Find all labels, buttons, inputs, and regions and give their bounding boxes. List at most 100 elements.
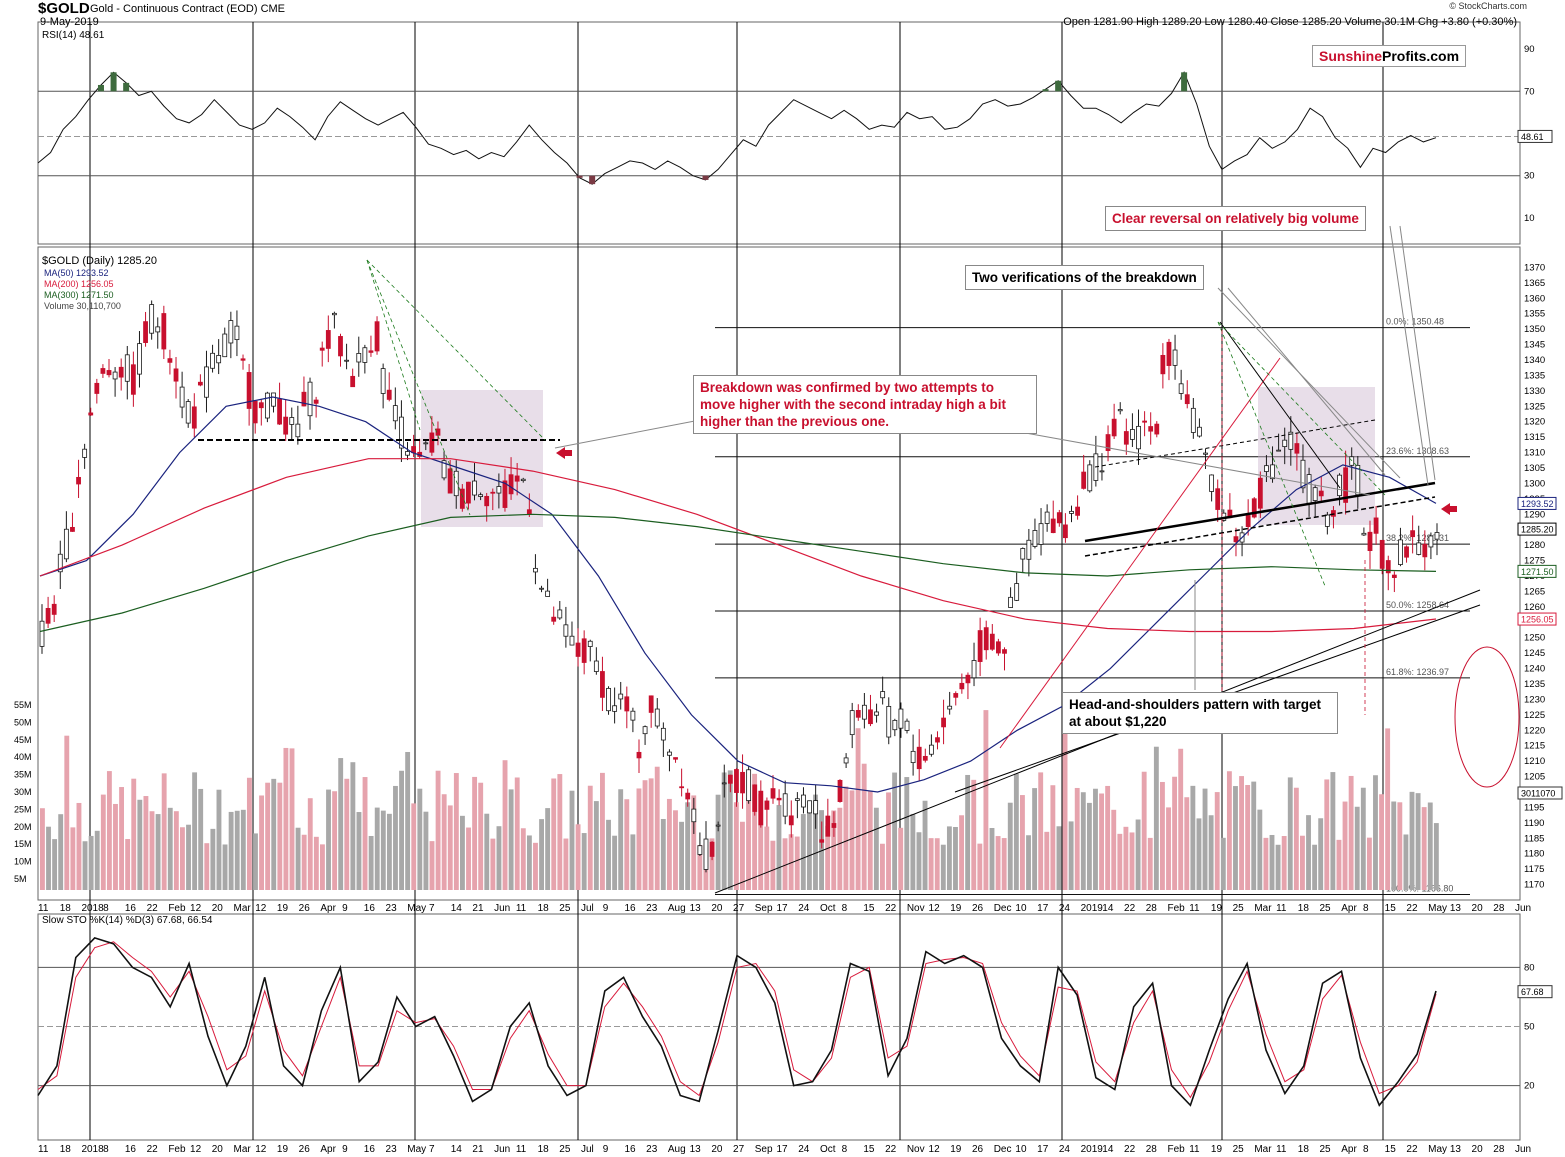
candle-body	[941, 717, 946, 728]
date-tick-label: 27	[733, 903, 745, 914]
date-tick-label: 20	[711, 1144, 723, 1155]
ticker-symbol: $GOLD	[38, 0, 90, 17]
candle-body	[82, 448, 88, 458]
volume-bar	[502, 760, 508, 890]
volume-bar	[1111, 809, 1117, 890]
date-tick-label: 16	[125, 903, 137, 914]
trend-line	[1217, 287, 1401, 479]
price-tick-label: 1250	[1524, 633, 1545, 644]
date-tick-label: Jul	[581, 903, 594, 914]
candle-body	[1142, 420, 1147, 423]
candle-body	[660, 727, 666, 741]
volume-bar	[441, 794, 447, 890]
date-tick-label: 11	[1189, 1144, 1200, 1155]
volume-bar	[94, 830, 100, 890]
volume-bar	[691, 795, 697, 890]
volume-bar	[928, 838, 934, 890]
candle-body	[959, 682, 965, 690]
candle-body	[1105, 434, 1111, 451]
volume-bar	[1074, 787, 1080, 890]
volume-bar	[776, 805, 782, 890]
candle-body	[1264, 465, 1269, 472]
price-tick-label: 1360	[1524, 293, 1545, 304]
volume-bar	[679, 821, 684, 890]
date-tick-label: 15	[1385, 903, 1397, 914]
candle-body	[484, 495, 490, 507]
candle-body	[868, 709, 873, 725]
candle-body	[63, 528, 69, 560]
annotation-breakdown-confirmed: Breakdown was confirmed by two attempts …	[693, 375, 1037, 434]
candle-body	[788, 815, 794, 826]
candle-body	[1391, 574, 1397, 578]
candle-body	[106, 370, 112, 376]
volume-bar	[411, 803, 417, 890]
volume-bar	[849, 790, 855, 890]
date-tick-label: 18	[1298, 1144, 1310, 1155]
candle-body	[1404, 546, 1409, 558]
date-tick-label: Feb	[168, 1144, 186, 1155]
volume-bar	[1062, 713, 1068, 890]
candle-body	[295, 423, 301, 438]
volume-bar	[642, 780, 648, 890]
volume-tick-label: 20M	[14, 822, 32, 832]
date-tick-label: 20	[1472, 903, 1484, 914]
volume-bar	[636, 788, 642, 890]
volume-bar	[149, 811, 155, 890]
candle-body	[1190, 407, 1196, 433]
date-tick-label: 16	[364, 903, 376, 914]
candle-body	[1209, 474, 1215, 492]
candle-body	[1398, 539, 1403, 565]
price-tick-label: 1305	[1524, 463, 1545, 474]
price-tick-label: 1280	[1524, 540, 1545, 551]
candle-body	[216, 355, 222, 364]
price-tick-label: 1325	[1524, 401, 1545, 412]
rsi-overbought-fill	[97, 84, 104, 92]
rsi-oversold-fill	[589, 175, 596, 185]
volume-bar	[210, 828, 216, 890]
candle-body	[545, 590, 551, 597]
current-price-arrow	[1441, 503, 1457, 515]
volume-tick-label: 55M	[14, 700, 32, 710]
candle-body	[1306, 474, 1312, 504]
price-tick-label: 1340	[1524, 355, 1545, 366]
rsi-overbought-fill	[1181, 72, 1188, 92]
candle-body	[697, 845, 703, 855]
candle-body	[1324, 514, 1330, 527]
candle-body	[801, 794, 806, 808]
volume-bar	[1013, 773, 1019, 890]
date-tick-label: 24	[1059, 903, 1071, 914]
candle-body	[222, 333, 228, 358]
date-tick-label: Jul	[581, 1144, 594, 1155]
candle-body	[1032, 530, 1038, 547]
price-legend: $GOLD (Daily) 1285.20	[42, 255, 157, 267]
price-tick-label: 1335	[1524, 370, 1545, 381]
candle-body	[533, 567, 538, 573]
volume-bar	[478, 782, 484, 890]
candle-body	[977, 630, 983, 662]
fibonacci-label: 23.6%: 1308.63	[1386, 446, 1449, 456]
date-tick-label: 11	[516, 903, 527, 914]
date-tick-label: Mar	[1254, 1144, 1272, 1155]
date-tick-label: 13	[690, 903, 702, 914]
price-tick-label: 1265	[1524, 586, 1545, 597]
volume-bar	[1166, 807, 1171, 890]
volume-bar	[216, 789, 222, 890]
volume-bar	[301, 834, 307, 890]
candle-body	[928, 744, 934, 755]
price-value-flag-label: 1256.05	[1521, 615, 1554, 625]
volume-bar	[526, 835, 532, 890]
date-tick-label: Jun	[1515, 903, 1531, 914]
candle-body	[898, 708, 904, 729]
annotation-two-verifications: Two verifications of the breakdown	[965, 265, 1204, 290]
date-tick-label: 11	[1276, 903, 1287, 914]
volume-bar	[1324, 779, 1330, 890]
candle-body	[727, 774, 733, 784]
rsi-overbought-fill	[123, 82, 130, 92]
date-tick-label: 7	[429, 1144, 435, 1155]
volume-bar	[222, 844, 228, 890]
price-tick-label: 1350	[1524, 324, 1545, 335]
candle-body	[70, 526, 75, 532]
date-tick-label: 27	[733, 1144, 745, 1155]
date-tick-label: 11	[38, 1144, 49, 1155]
volume-bar	[1038, 772, 1044, 890]
